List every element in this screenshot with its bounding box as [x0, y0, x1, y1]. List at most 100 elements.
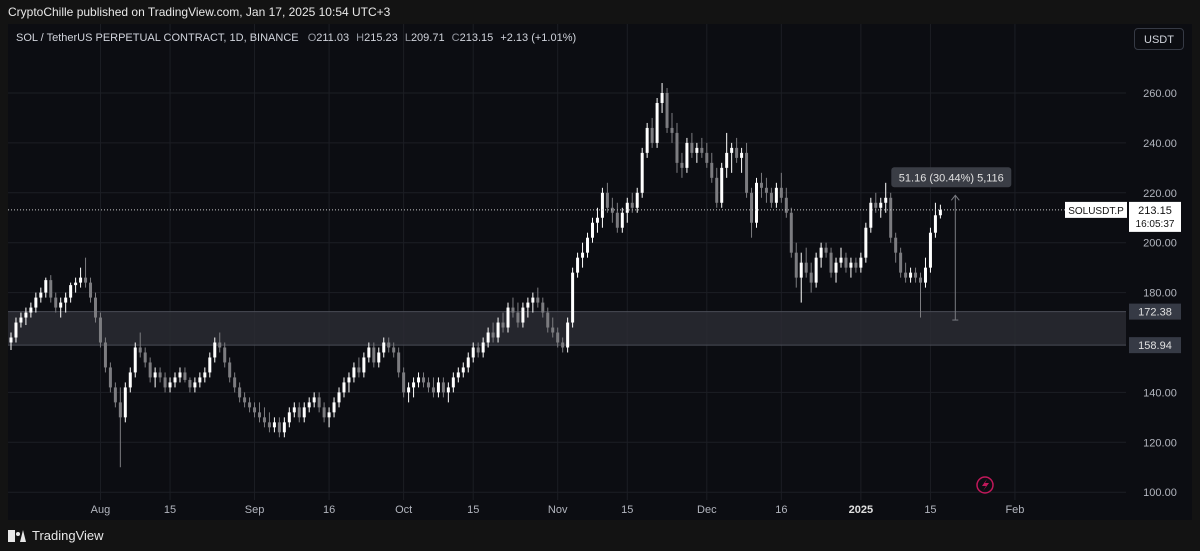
candle-body	[531, 297, 535, 303]
candle-body	[128, 372, 132, 388]
y-tick-label: 120.00	[1143, 437, 1177, 449]
candle-body	[14, 322, 18, 338]
x-tick-label: Feb	[1005, 504, 1024, 516]
candle-body	[387, 342, 391, 348]
candle-body	[466, 357, 470, 368]
candle-body	[327, 412, 331, 418]
candle-body	[894, 237, 898, 253]
candle-body	[536, 297, 540, 303]
candle-body	[392, 347, 396, 353]
candle-body	[148, 362, 152, 378]
candle-body	[238, 387, 242, 398]
candle-body	[625, 202, 629, 213]
x-tick-label: 15	[621, 504, 633, 516]
candle-body	[173, 377, 177, 383]
candle-body	[839, 257, 843, 263]
candle-body	[899, 252, 903, 273]
y-tick-label: 200.00	[1143, 238, 1177, 250]
candle-body	[764, 187, 768, 193]
candle-body	[307, 402, 311, 408]
candle-body	[794, 252, 798, 278]
candle-body	[332, 402, 336, 413]
candle-body	[29, 307, 33, 313]
candle-body	[735, 147, 739, 158]
candle-body	[193, 382, 197, 388]
x-tick-label: Aug	[91, 504, 111, 516]
event-lightning-icon[interactable]	[976, 476, 994, 494]
candle-body	[730, 147, 734, 153]
candle-body	[461, 367, 465, 373]
candle-body	[272, 422, 276, 428]
candle-body	[188, 379, 192, 388]
measure-label: 51.16 (30.44%) 5,116	[899, 172, 1004, 184]
candle-body	[690, 142, 694, 153]
candle-body	[98, 317, 102, 343]
candle-body	[586, 237, 590, 253]
candle-body	[715, 177, 719, 203]
candle-body	[138, 347, 142, 353]
footer: TradingView	[0, 520, 1200, 551]
candle-body	[725, 152, 729, 168]
candle-body	[854, 262, 858, 268]
candle-body	[834, 262, 838, 273]
candle-body	[720, 167, 724, 203]
brand-label: TradingView	[32, 528, 104, 543]
candle-body	[451, 377, 455, 388]
candle-body	[551, 327, 555, 333]
chart-area[interactable]: 51.16 (30.44%) 5,116 260.00 240.00 220.00 20…	[8, 24, 1192, 520]
ohlc-legend: SOL / TetherUS PERPETUAL CONTRACT, 1D, B…	[16, 32, 576, 44]
candle-body	[277, 422, 281, 433]
candle-body	[819, 247, 823, 258]
candle-body	[233, 377, 237, 388]
high-value: 215.23	[364, 32, 398, 44]
candle-body	[93, 297, 97, 318]
candle-body	[49, 280, 53, 298]
candle-body	[292, 407, 296, 413]
event-icon-ring	[976, 476, 994, 494]
y-tick-label: 140.00	[1143, 387, 1177, 399]
candle-body	[108, 367, 112, 388]
candle-body	[163, 377, 167, 388]
candle-body	[546, 312, 550, 328]
candle-body	[640, 152, 644, 193]
candle-body	[471, 347, 475, 358]
measure-arrowhead	[950, 194, 960, 201]
candlestick-chart[interactable]: 51.16 (30.44%) 5,116 260.00 240.00 220.00 20…	[8, 24, 1192, 520]
candle-body	[79, 277, 83, 283]
candle-body	[441, 382, 445, 393]
candle-body	[412, 382, 416, 388]
candle-body	[417, 377, 421, 383]
candle-body	[19, 317, 23, 323]
candle-body	[89, 282, 93, 298]
candle-body	[143, 352, 147, 363]
candle-body	[799, 262, 803, 278]
candle-body	[218, 342, 222, 348]
candle-body	[615, 212, 619, 228]
candle-body	[923, 267, 927, 283]
candle-body	[372, 347, 376, 363]
x-tick-label: Nov	[548, 504, 568, 516]
candle-body	[516, 312, 520, 323]
candle-body	[267, 422, 271, 428]
candle-body	[874, 202, 878, 208]
last-price-tag-bg	[1129, 201, 1181, 232]
candle-body	[590, 222, 594, 238]
candle-body	[322, 407, 326, 418]
candle-body	[297, 407, 301, 418]
symbol-title[interactable]: SOL / TetherUS PERPETUAL CONTRACT, 1D, B…	[16, 32, 299, 44]
candle-body	[198, 377, 202, 383]
event-icon-bolt	[982, 479, 989, 491]
zone-top-label: 172.38	[1138, 307, 1172, 319]
candle-body	[486, 332, 490, 343]
symbol-tag: SOLUSDT.P	[1068, 206, 1124, 217]
x-tick-label: 2025	[849, 504, 873, 516]
candle-body	[869, 202, 873, 228]
candle-body	[74, 282, 78, 286]
candle-body	[133, 347, 137, 373]
candle-body	[660, 93, 664, 103]
published-text: CryptoChille published on TradingView.co…	[8, 5, 391, 19]
candle-body	[849, 262, 853, 268]
candle-body	[64, 297, 68, 303]
tradingview-brand[interactable]: TradingView	[8, 528, 104, 543]
currency-button[interactable]: USDT	[1134, 28, 1184, 50]
